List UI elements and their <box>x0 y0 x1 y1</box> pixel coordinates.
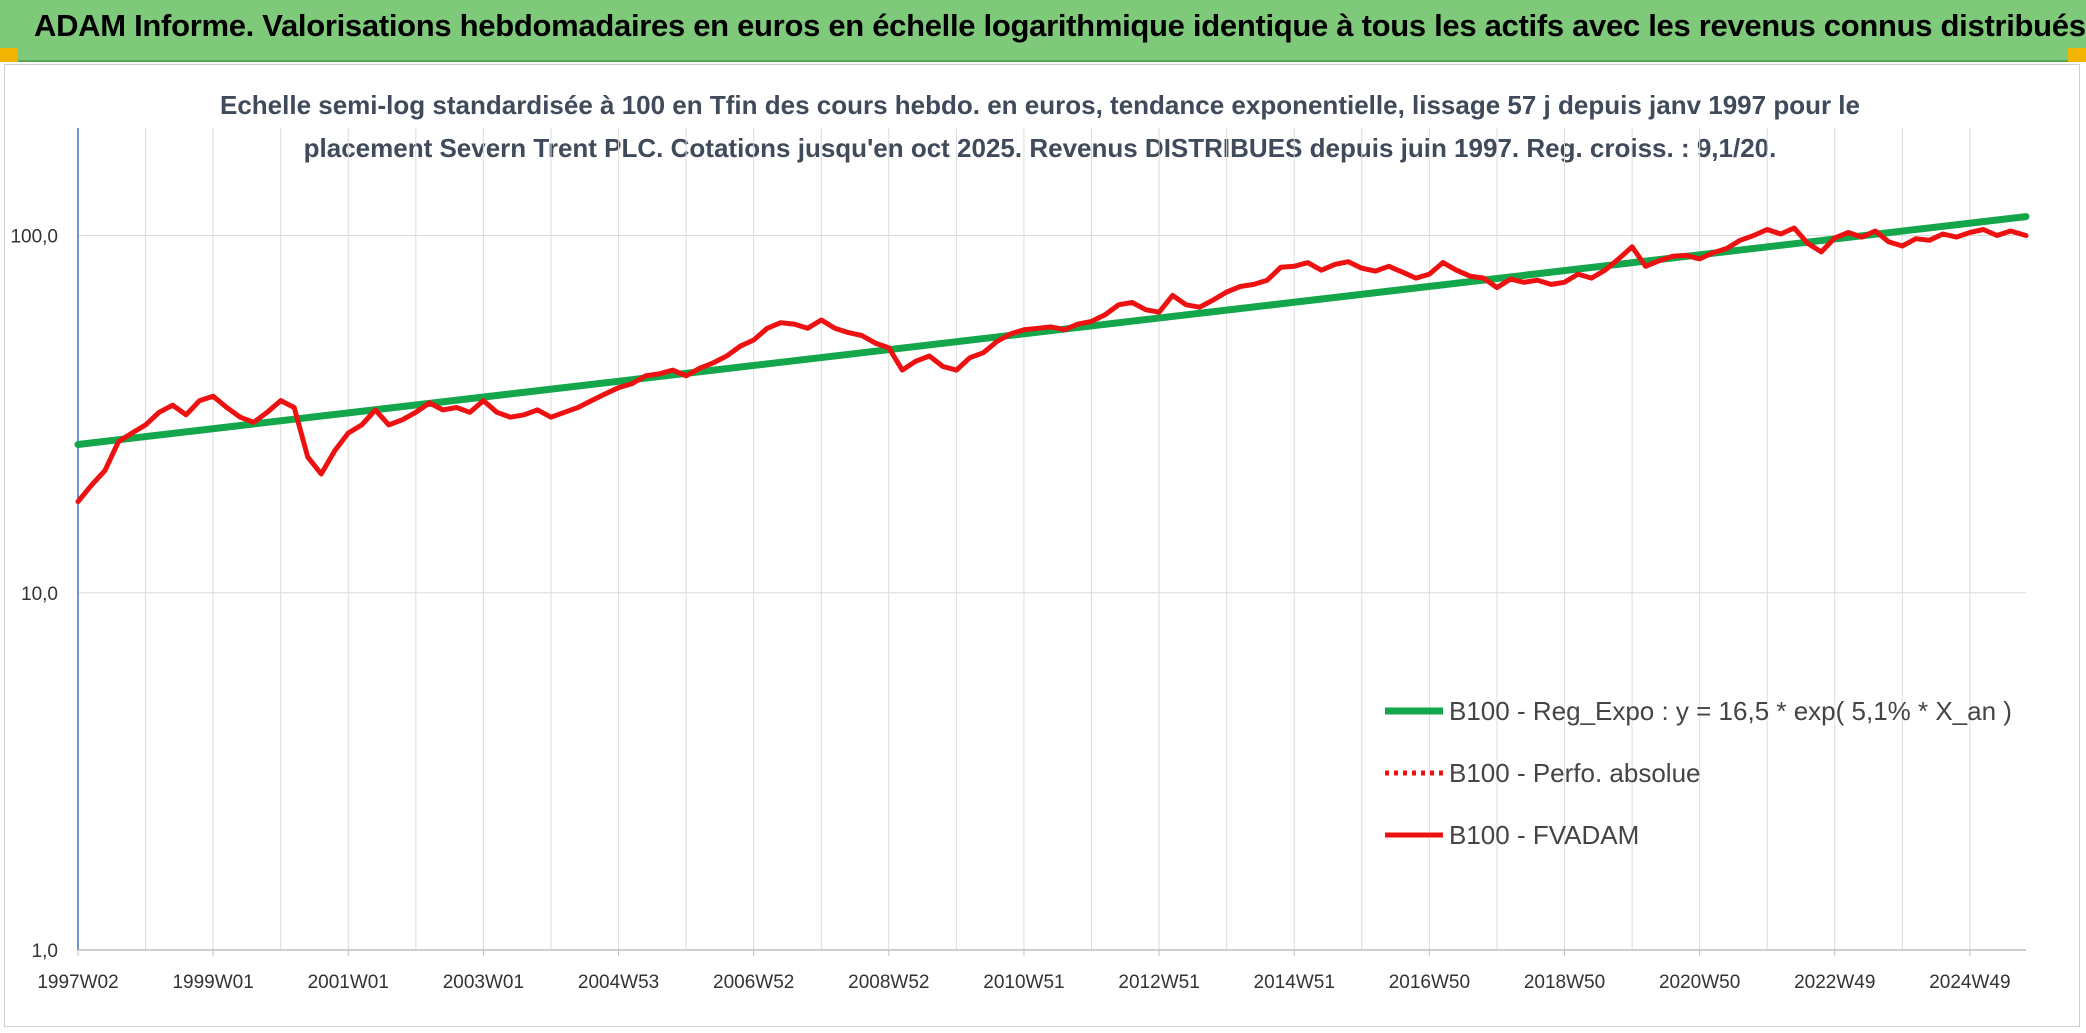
x-tick-label: 2022W49 <box>1794 972 1875 993</box>
x-tick-label: 2004W53 <box>578 972 659 993</box>
report-title: ADAM Informe. Valorisations hebdomadaire… <box>34 8 2086 43</box>
chart-title: Echelle semi-log standardisée à 100 en T… <box>190 84 1890 170</box>
x-tick-label: 2016W50 <box>1389 972 1470 993</box>
x-tick-label: 2024W49 <box>1929 972 2010 993</box>
chart-title-line-2: placement Severn Trent PLC. Cotations ju… <box>303 133 1777 163</box>
x-tick-label: 2014W51 <box>1254 972 1335 993</box>
y-tick-label: 10,0 <box>21 584 58 605</box>
vertical-gridlines <box>77 128 1971 950</box>
x-tick-label: 2001W01 <box>308 972 389 993</box>
x-tick-label: 2020W50 <box>1659 972 1740 993</box>
y-tick-labels: 1,0 10,0 100,0 <box>10 227 58 962</box>
series-layer <box>74 213 2030 505</box>
x-tick-label: 2006W52 <box>713 972 794 993</box>
x-tick-label: 2018W50 <box>1524 972 1605 993</box>
x-tick-label: 2003W01 <box>443 972 524 993</box>
legend-label-2: B100 - FVADAM <box>1449 820 1639 850</box>
x-tick-label: 2012W51 <box>1118 972 1199 993</box>
series-line-2 <box>75 225 2029 505</box>
horizontal-gridlines <box>78 235 2026 951</box>
x-tick-label: 2010W51 <box>983 972 1064 993</box>
chart-title-line-1: Echelle semi-log standardisée à 100 en T… <box>219 90 1860 120</box>
x-tick-label: 2008W52 <box>848 972 929 993</box>
y-tick-label: 1,0 <box>32 941 58 962</box>
x-tick-label: 1999W01 <box>172 972 253 993</box>
corner-marker-top-right <box>2068 48 2086 62</box>
corner-marker-top-left <box>0 48 18 62</box>
report-banner: ADAM Informe. Valorisations hebdomadaire… <box>0 0 2086 62</box>
x-tick-labels: 1997W02 1999W01 2001W01 2003W01 2004W53 2006W… <box>37 972 2010 993</box>
y-tick-label: 100,0 <box>10 227 58 248</box>
chart-frame <box>4 64 2080 1027</box>
legend-label-0: B100 - Reg_Expo : y = 16,5 * exp( 5,1% *… <box>1449 696 2012 726</box>
x-tick-label: 1997W02 <box>37 972 118 993</box>
axes <box>77 128 2026 956</box>
legend-label-1: B100 - Perfo. absolue <box>1449 758 1701 788</box>
series-line-0 <box>74 213 2030 448</box>
legend: B100 - Reg_Expo : y = 16,5 * exp( 5,1% *… <box>1385 696 2012 850</box>
